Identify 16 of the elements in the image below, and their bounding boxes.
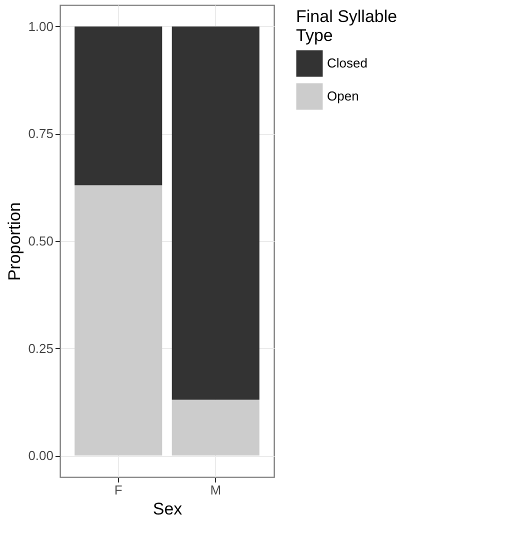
legend-label: Closed <box>327 56 368 70</box>
y-axis-title: Proportion <box>5 202 24 281</box>
legend-title: Final Syllable Type <box>296 7 398 45</box>
bar <box>74 26 162 186</box>
y-tick-label: 0.75 <box>28 126 54 142</box>
y-tick-label: 0.00 <box>28 448 54 464</box>
y-tick-label: 0.25 <box>28 340 54 356</box>
bar <box>74 185 162 456</box>
x-tick-label: M <box>210 482 222 498</box>
bar <box>172 26 260 400</box>
x-tick-label: F <box>114 482 122 498</box>
y-tick-label: 1.00 <box>28 18 54 34</box>
x-axis-title: Sex <box>152 500 183 518</box>
y-tick-label: 0.50 <box>28 234 54 248</box>
legend-label: Open <box>327 88 359 104</box>
bar <box>172 400 260 456</box>
